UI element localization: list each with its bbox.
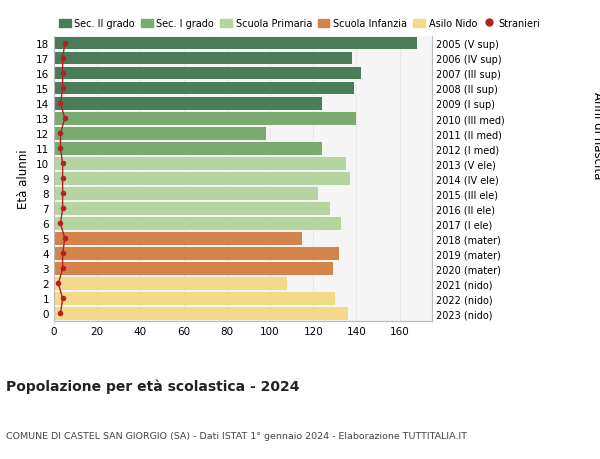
Bar — [54, 128, 266, 140]
Bar — [54, 143, 322, 155]
Bar — [54, 248, 339, 260]
Bar — [54, 98, 322, 110]
Text: Anni di nascita: Anni di nascita — [590, 92, 600, 179]
Bar — [54, 203, 331, 215]
Bar — [54, 173, 350, 185]
Bar — [54, 293, 335, 305]
Legend: Sec. II grado, Sec. I grado, Scuola Primaria, Scuola Infanzia, Asilo Nido, Stran: Sec. II grado, Sec. I grado, Scuola Prim… — [59, 19, 540, 29]
Bar — [54, 263, 332, 275]
Bar — [54, 38, 417, 50]
Bar — [54, 158, 346, 170]
Y-axis label: Età alunni: Età alunni — [17, 149, 31, 209]
Bar — [54, 68, 361, 80]
Text: COMUNE DI CASTEL SAN GIORGIO (SA) - Dati ISTAT 1° gennaio 2024 - Elaborazione TU: COMUNE DI CASTEL SAN GIORGIO (SA) - Dati… — [6, 431, 467, 441]
Text: Popolazione per età scolastica - 2024: Popolazione per età scolastica - 2024 — [6, 379, 299, 393]
Bar — [54, 233, 302, 245]
Bar — [54, 83, 354, 95]
Bar — [54, 113, 356, 125]
Bar — [54, 278, 287, 290]
Bar — [54, 218, 341, 230]
Bar — [54, 188, 317, 200]
Bar — [54, 53, 352, 65]
Bar — [54, 308, 348, 320]
